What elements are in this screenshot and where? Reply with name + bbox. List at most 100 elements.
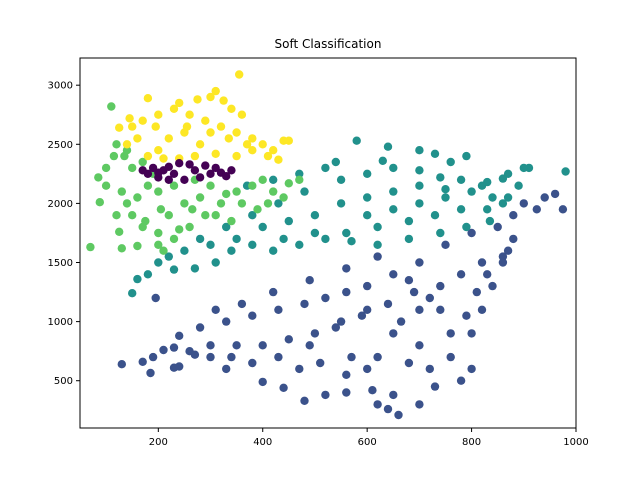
data-point — [368, 386, 377, 395]
data-point — [232, 151, 241, 161]
data-point — [498, 252, 508, 261]
data-point — [195, 323, 205, 332]
data-point — [441, 193, 450, 202]
data-point — [138, 166, 147, 175]
data-point — [216, 122, 226, 131]
data-point — [321, 390, 330, 400]
series-2 — [86, 102, 304, 255]
data-point — [436, 305, 445, 314]
data-point — [201, 211, 210, 220]
data-point — [396, 317, 406, 326]
data-point — [357, 311, 367, 320]
x-tick-label: 200 — [149, 437, 168, 448]
data-point — [169, 234, 179, 244]
data-point — [462, 311, 471, 320]
data-point — [258, 175, 267, 184]
data-point — [446, 352, 455, 362]
data-point — [143, 181, 153, 190]
data-point — [389, 390, 398, 400]
data-point — [503, 193, 513, 202]
data-point — [498, 174, 508, 183]
data-point — [109, 151, 119, 161]
data-point — [143, 151, 153, 161]
data-point — [248, 181, 257, 190]
data-point — [415, 341, 424, 350]
data-point — [237, 199, 247, 208]
data-point — [128, 289, 137, 298]
data-point — [493, 222, 502, 232]
data-point — [321, 293, 330, 303]
data-point — [550, 189, 560, 199]
data-point — [284, 136, 293, 145]
data-point — [222, 172, 231, 181]
data-point — [540, 193, 549, 202]
data-point — [175, 331, 184, 340]
data-point — [519, 163, 528, 173]
data-point — [248, 358, 257, 368]
data-point — [347, 352, 356, 362]
data-point — [185, 160, 194, 169]
x-axis-ticks: 200 400 600 800 1000 — [149, 428, 589, 448]
series-3 — [115, 70, 293, 164]
data-point — [180, 246, 189, 255]
data-point — [227, 352, 236, 362]
data-point — [310, 329, 320, 338]
data-point — [206, 128, 215, 137]
data-point — [180, 199, 189, 208]
data-point — [253, 205, 262, 214]
data-point — [363, 281, 372, 291]
data-point — [477, 258, 487, 267]
data-point — [258, 140, 267, 149]
data-point — [310, 211, 320, 220]
data-point — [222, 189, 231, 199]
data-point — [363, 169, 372, 178]
data-point — [112, 140, 121, 149]
data-point — [462, 222, 471, 232]
data-point — [219, 96, 228, 105]
data-point — [352, 136, 361, 145]
data-point — [154, 258, 163, 267]
data-point — [117, 187, 127, 196]
data-point — [159, 345, 168, 355]
data-point — [156, 205, 166, 214]
data-point — [436, 173, 445, 182]
data-point — [295, 240, 304, 249]
data-point — [284, 216, 293, 226]
data-point — [211, 211, 220, 220]
data-point — [498, 199, 508, 208]
data-point — [436, 228, 445, 238]
data-point — [321, 234, 330, 244]
data-point — [195, 193, 205, 202]
data-point — [227, 104, 236, 114]
data-point — [394, 410, 403, 420]
data-point — [274, 352, 283, 362]
data-point — [164, 134, 173, 143]
data-point — [509, 234, 518, 244]
data-point — [503, 246, 513, 255]
data-point — [321, 163, 330, 173]
data-point — [164, 175, 173, 184]
data-point — [211, 163, 220, 173]
data-point — [269, 146, 278, 155]
data-point — [342, 264, 351, 273]
data-point — [169, 265, 179, 274]
data-point — [336, 175, 346, 184]
y-tick-label: 3000 — [48, 81, 73, 92]
data-point — [336, 317, 346, 326]
data-point — [206, 169, 215, 178]
data-point — [347, 237, 356, 246]
data-point — [456, 175, 466, 184]
data-point — [159, 154, 168, 163]
data-point — [404, 358, 414, 368]
chart-title: Soft Classification — [275, 37, 382, 51]
data-point — [195, 173, 205, 182]
plot-frame — [79, 57, 577, 429]
data-point — [483, 177, 492, 187]
data-point — [195, 140, 205, 149]
data-point — [175, 159, 184, 168]
data-point — [456, 270, 466, 279]
data-point — [154, 146, 163, 155]
data-point — [488, 281, 497, 291]
data-point — [485, 216, 495, 226]
